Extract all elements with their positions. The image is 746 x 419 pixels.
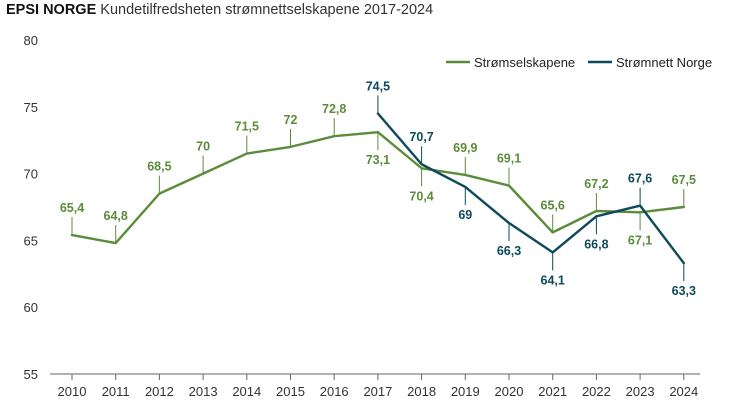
x-tick-label: 2024 [669,384,698,399]
legend-label: Strømselskapene [474,55,575,70]
x-tick-label: 2011 [102,384,130,399]
x-tick-label: 2019 [451,384,480,399]
data-label: 67,2 [584,177,608,191]
x-tick-label: 2014 [232,384,261,399]
data-label: 71,5 [235,120,259,134]
y-tick-label: 80 [24,33,38,48]
chart-title: EPSI NORGE Kundetilfredsheten strømnetts… [6,2,433,18]
data-label: 73,1 [366,153,390,167]
series-line-stromnett-norge [376,112,685,265]
legend-label: Strømnett Norge [616,55,712,70]
data-label: 67,6 [628,172,652,186]
data-label: 67,5 [672,173,696,187]
data-label: 67,1 [628,233,652,247]
data-label: 63,3 [672,284,696,298]
data-label: 74,5 [366,79,390,93]
y-tick-label: 60 [24,300,38,315]
x-tick-label: 2012 [145,384,174,399]
y-tick-label: 70 [24,167,38,182]
x-tick-label: 2023 [626,384,655,399]
x-tick-label: 2018 [407,384,436,399]
y-tick-label: 75 [24,100,38,115]
x-tick-label: 2021 [538,384,567,399]
y-tick-label: 55 [24,367,38,382]
chart-title-brand: EPSI NORGE [6,2,97,18]
x-tick-label: 2017 [363,384,392,399]
data-label: 65,6 [541,198,565,212]
data-label: 72 [284,113,298,127]
data-label: 64,1 [541,273,565,287]
x-tick-label: 2015 [276,384,305,399]
data-label: 69 [458,208,472,222]
data-label: 69,1 [497,152,521,166]
data-label: 70,4 [409,189,433,203]
x-tick-label: 2013 [189,384,218,399]
data-label: 65,4 [60,201,84,215]
x-tick-label: 2022 [582,384,611,399]
data-label: 66,3 [497,244,521,258]
data-label: 70,7 [409,130,433,144]
data-label: 66,8 [584,237,608,251]
data-label: 69,9 [453,141,477,155]
x-tick-label: 2020 [495,384,524,399]
data-label: 70 [196,140,210,154]
data-label: 64,8 [104,209,128,223]
chart-title-subtitle: Kundetilfredsheten strømnettselskapene 2… [100,2,434,18]
x-tick-label: 2016 [320,384,349,399]
y-tick-label: 65 [24,233,38,248]
x-tick-label: 2010 [58,384,87,399]
data-label: 72,8 [322,102,346,116]
data-label: 68,5 [147,160,171,174]
